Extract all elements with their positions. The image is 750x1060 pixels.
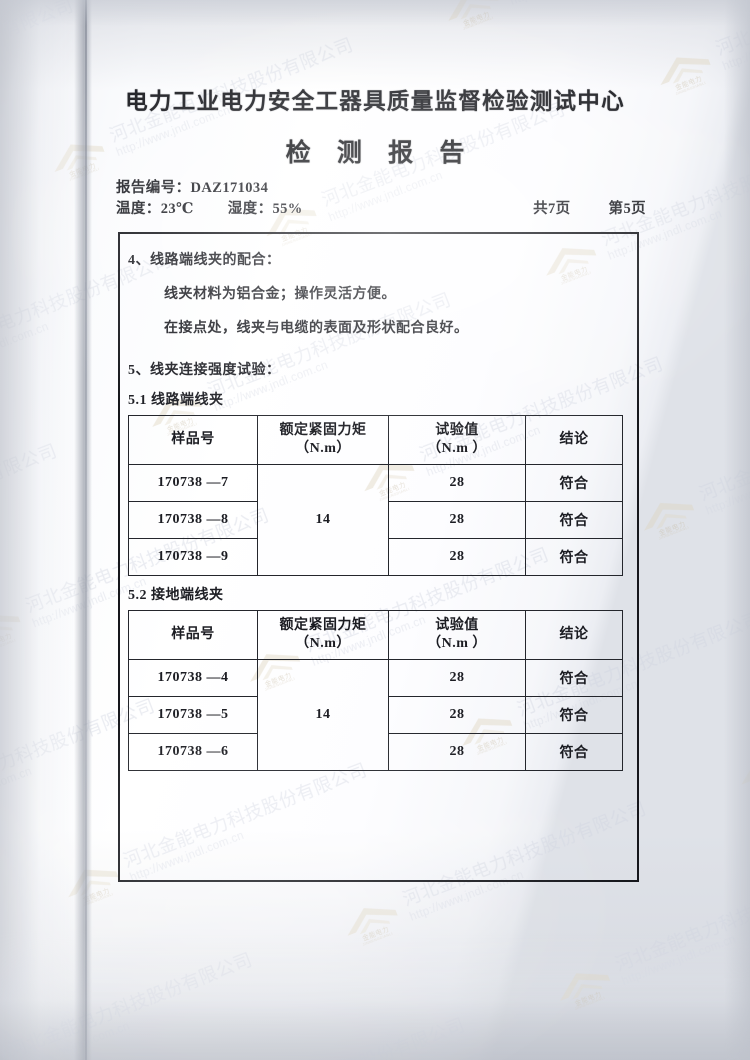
cell-sample: 170738 —9: [128, 538, 258, 576]
header-rated-torque: 额定紧固力矩 （N.m）: [257, 610, 389, 660]
cell-result: 符合: [525, 659, 623, 697]
cell-sample: 170738 —5: [128, 696, 258, 734]
header-rated-torque-line1: 额定紧固力矩: [279, 423, 367, 439]
temperature-label: 温度：: [116, 201, 161, 217]
cell-sample: 170738 —4: [128, 659, 258, 697]
cell-sample: 170738 —6: [128, 733, 258, 771]
cell-result: 符合: [525, 538, 623, 576]
total-pages: 共7页: [533, 201, 571, 217]
table-row: 170738 —7 14 28 符合: [128, 464, 623, 576]
header-sample: 样品号: [128, 415, 258, 465]
item4-line1: 线夹材料为铝合金；操作灵活方便。: [164, 287, 396, 302]
header-rated-torque-line2: （N.m）: [295, 636, 351, 651]
table-header-row: 样品号 额定紧固力矩 （N.m） 试验值 （N.m ） 结论: [128, 610, 623, 660]
header-test-value-line1: 试验值: [435, 618, 479, 634]
page-indicator: 共7页 第5页: [533, 199, 646, 220]
cell-test-value: 28: [388, 501, 526, 539]
cell-result: 符合: [525, 696, 623, 734]
header-test-value-line2: （N.m ）: [427, 441, 487, 456]
section-52-heading: 5.2 接地端线夹: [128, 588, 224, 603]
header-sample: 样品号: [128, 610, 258, 660]
item5-heading: 5、线夹连接强度试验：: [128, 363, 281, 378]
section-51-heading: 5.1 线路端线夹: [128, 393, 224, 408]
report-number-line: 报告编号： DAZ171034: [116, 178, 646, 199]
cell-result: 符合: [525, 464, 623, 502]
header-rated-torque-line2: （N.m）: [295, 441, 351, 456]
header-test-value: 试验值 （N.m ）: [388, 610, 526, 660]
header-rated-torque-line1: 额定紧固力矩: [279, 618, 367, 634]
item4-heading: 4、线路端线夹的配合：: [128, 253, 281, 268]
cell-rated-torque: 14: [257, 659, 389, 771]
table-line-end-clamp: 样品号 额定紧固力矩 （N.m） 试验值 （N.m ） 结论: [128, 415, 623, 576]
item4-line2: 在接点处，线夹与电缆的表面及形状配合良好。: [164, 321, 469, 336]
table-ground-end-clamp: 样品号 额定紧固力矩 （N.m） 试验值 （N.m ） 结论: [128, 610, 623, 771]
header-test-value-line2: （N.m ）: [427, 636, 487, 651]
humidity-label: 湿度：: [227, 201, 273, 217]
header-result: 结论: [525, 610, 623, 660]
header-rated-torque: 额定紧固力矩 （N.m）: [257, 415, 389, 465]
report-meta: 报告编号： DAZ171034 温度： 23℃ 湿度： 55% 共7页 第5页: [116, 178, 646, 220]
cell-sample: 170738 —8: [128, 501, 258, 539]
cell-test-value: 28: [388, 733, 526, 771]
header-test-value: 试验值 （N.m ）: [388, 415, 526, 465]
page-title: 电力工业电力安全工器具质量监督检验测试中心: [125, 89, 625, 114]
environment-line: 温度： 23℃ 湿度： 55% 共7页 第5页: [116, 199, 646, 220]
body-content: 4、线路端线夹的配合： 线夹材料为铝合金；操作灵活方便。 在接点处，线夹与电缆的…: [128, 250, 633, 777]
cell-rated-torque: 14: [257, 464, 389, 576]
cell-test-value: 28: [388, 696, 526, 734]
table-row: 170738 —4 14 28 符合: [128, 659, 623, 771]
cell-sample: 170738 —7: [128, 464, 258, 502]
report-number-value: DAZ171034: [190, 180, 269, 196]
current-page: 第5页: [608, 201, 646, 217]
cell-test-value: 28: [388, 464, 526, 502]
cell-test-value: 28: [388, 659, 526, 697]
header-test-value-line1: 试验值: [435, 423, 479, 439]
cell-result: 符合: [525, 501, 623, 539]
cell-result: 符合: [525, 733, 623, 771]
cell-test-value: 28: [388, 538, 526, 576]
report-number-label: 报告编号：: [116, 180, 191, 196]
report-title: 检 测 报 告: [285, 140, 475, 167]
temperature-value: 23℃: [160, 201, 194, 217]
header-result: 结论: [525, 415, 623, 465]
table-header-row: 样品号 额定紧固力矩 （N.m） 试验值 （N.m ） 结论: [128, 415, 623, 465]
humidity-value: 55%: [272, 201, 303, 217]
